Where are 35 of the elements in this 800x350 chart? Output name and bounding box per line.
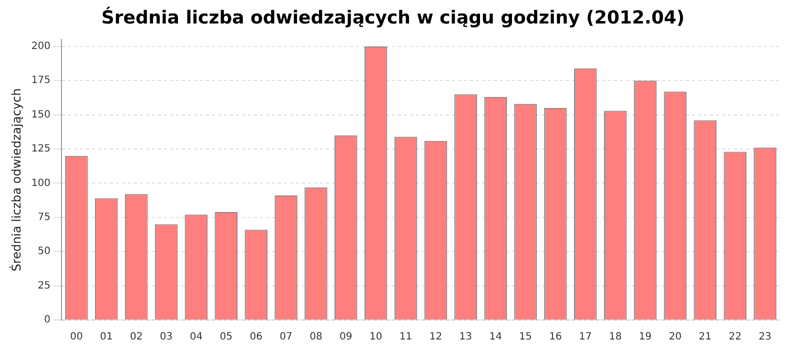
x-tick-label: 20	[668, 332, 682, 343]
y-tick-label: 175	[31, 75, 50, 86]
y-tick-label: 0	[44, 314, 50, 326]
y-tick-label: 100	[31, 178, 50, 189]
x-tick-label: 17	[579, 332, 592, 343]
x-tick-label: 01	[100, 332, 113, 343]
x-tick-label: 19	[638, 332, 652, 343]
x-tick-label: 18	[608, 332, 622, 343]
x-tick-label: 14	[489, 332, 502, 343]
x-tick-label: 08	[310, 332, 322, 343]
y-tick-label: 150	[31, 109, 50, 120]
x-tick-label: 06	[250, 332, 262, 343]
x-tick-label: 15	[519, 332, 532, 343]
y-tick-label: 25	[38, 280, 50, 292]
x-tick-label: 21	[698, 332, 712, 343]
x-tick-label: 03	[160, 332, 173, 343]
x-tick-label: 10	[369, 332, 382, 343]
y-axis-title: Średnia liczba odwiedzających	[8, 88, 24, 272]
y-tick-label: 75	[38, 212, 50, 224]
x-tick-label: 16	[549, 332, 562, 343]
x-tick-label: 12	[429, 332, 442, 343]
x-tick-label: 07	[280, 332, 292, 343]
x-tick-label: 04	[190, 332, 203, 343]
y-tick-label: 50	[38, 246, 50, 258]
x-tick-label: 05	[220, 332, 233, 343]
x-tick-label: 02	[130, 332, 143, 343]
x-tick-label: 11	[399, 332, 412, 343]
x-tick-label: 09	[340, 332, 352, 343]
x-tick-label: 13	[459, 332, 472, 343]
y-tick-label: 200	[31, 41, 50, 52]
chart-title: Średnia liczba odwiedzających w ciągu godziny (2012.04)	[101, 6, 685, 28]
x-tick-label: 23	[758, 332, 772, 343]
x-tick-label: 00	[70, 332, 83, 343]
x-tick-label: 22	[728, 332, 742, 343]
y-tick-label: 125	[31, 144, 50, 155]
